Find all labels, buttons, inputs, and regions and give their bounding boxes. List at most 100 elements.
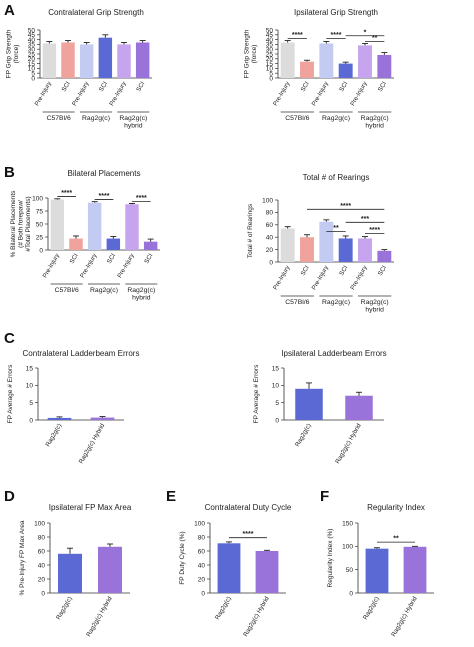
chart-a1: Contralateral Grip Strength 0510152025303…	[6, 8, 152, 130]
y-tick-label: 50	[36, 221, 44, 228]
x-tick-label: SCI	[106, 252, 117, 265]
y-tick-label: 20	[266, 56, 274, 63]
y-tick-label: 0	[275, 417, 279, 424]
x-tick-label: Rag2g(c)	[55, 596, 74, 622]
bar	[377, 250, 392, 262]
bar	[280, 228, 295, 262]
x-tick-label: SCI	[300, 264, 311, 277]
y-tick-label: 5	[29, 400, 33, 407]
y-tick-label: 60	[198, 548, 206, 555]
y-tick-label: 15	[28, 61, 36, 68]
bar	[61, 42, 75, 78]
y-tick-label: 10	[28, 66, 36, 73]
x-tick-label: Pre-Injury	[349, 264, 369, 292]
y-tick-label: 40	[266, 235, 274, 242]
y-tick-label: 25	[266, 51, 274, 58]
x-tick-label: Rag2g(c)	[294, 423, 313, 449]
x-tick-label: Rag2g(c)	[362, 596, 381, 622]
chart-title: Contralateral Ladderbeam Errors	[23, 349, 140, 358]
y-tick-label: 15	[266, 61, 274, 68]
x-tick-label: Pre-Injury	[311, 80, 331, 108]
panel-letter-a: A	[4, 2, 15, 19]
chart-c1: Contralateral Ladderbeam Errors 0 5 10 15 FP …	[7, 349, 139, 465]
bar	[300, 61, 314, 78]
y-tick-label: 50	[266, 27, 274, 34]
y-tick-label: 150	[342, 520, 353, 527]
bar	[98, 546, 122, 593]
chart-title: Ipsilateral FP Max Area	[49, 503, 132, 512]
y-tick-label: 0	[39, 247, 43, 254]
x-tick-label: Pre-Injury	[108, 80, 128, 108]
y-tick-label: 25	[28, 51, 36, 58]
y-tick-label: 40	[198, 562, 206, 569]
bar	[255, 551, 279, 593]
y-tick-label: 50	[346, 567, 354, 574]
bar	[377, 54, 392, 78]
significance-label: ****	[331, 32, 342, 39]
chart-b2: Total # of Rearings 0 20 40 60 80 100 Total # o…	[247, 173, 394, 314]
y-axis-label: % Pre-Injury FP Max Area	[19, 520, 26, 595]
bar	[295, 388, 323, 420]
x-tick-label: Rag2g(c) Hybrid	[334, 422, 363, 465]
y-tick-label: 15	[272, 365, 280, 372]
x-tick-label: Pre-Injury	[349, 80, 369, 108]
x-tick-label: Pre-Injury	[42, 252, 62, 280]
y-axis-label-line: FP Grip Strength	[244, 29, 251, 78]
significance-label: **	[393, 536, 399, 543]
x-tick-label: Pre-Injury	[272, 80, 292, 108]
panel-letter-b: B	[4, 164, 15, 181]
bar	[50, 199, 65, 250]
bar	[338, 238, 353, 262]
y-tick-label: 0	[31, 75, 35, 82]
y-tick-label: 100	[262, 197, 273, 204]
y-tick-label: 15	[26, 365, 34, 372]
y-tick-label: 0	[41, 590, 45, 597]
y-tick-label: 80	[38, 534, 46, 541]
bar	[338, 63, 353, 78]
bar	[58, 553, 82, 593]
bar	[79, 44, 94, 78]
y-axis-label-line: % Pre-Injury FP Max Area	[19, 520, 26, 595]
y-tick-label: 80	[198, 534, 206, 541]
y-tick-label: 80	[266, 210, 274, 217]
significance-label: ****	[136, 195, 147, 202]
y-tick-label: 50	[28, 27, 36, 34]
y-tick-label: 5	[275, 400, 279, 407]
y-tick-label: 60	[38, 548, 46, 555]
group-label: hybrid	[365, 123, 384, 130]
bar	[90, 417, 115, 420]
y-axis-label-line: #Total Placements)	[25, 196, 32, 251]
x-tick-label: Rag2g(c) Hybrid	[390, 595, 419, 638]
y-axis-label: Regularity Index (%)	[327, 529, 334, 588]
chart-title: Contralateral Grip Strength	[48, 8, 144, 17]
y-axis-label: FP Grip Strength(force)	[244, 29, 259, 78]
significance-label: **	[333, 225, 339, 232]
panel-letter-d: D	[4, 488, 15, 505]
bar	[319, 43, 334, 78]
y-tick-label: 30	[266, 47, 274, 54]
significance-label: **	[372, 35, 378, 42]
y-tick-label: 20	[198, 576, 206, 583]
bar	[42, 43, 57, 78]
group-label: Rag2g(c)	[119, 115, 147, 122]
y-tick-label: 35	[28, 42, 36, 49]
y-axis-label-line: FP Average # Errors	[253, 364, 260, 423]
bar	[143, 241, 158, 250]
x-tick-label: SCI	[338, 80, 349, 93]
chart-c2: Ipsilateral Ladderbeam Errors 0 5 10 15 FP Av…	[253, 349, 387, 465]
bar	[106, 238, 121, 250]
y-tick-label: 40	[28, 37, 36, 44]
group-label: Rag2g(c)	[82, 115, 110, 122]
x-tick-label: SCI	[300, 80, 311, 93]
group-label: hybrid	[365, 307, 384, 314]
x-tick-label: Pre-Injury	[71, 80, 91, 108]
group-label: Rag2g(c)	[322, 115, 350, 122]
y-tick-label: 100	[342, 544, 353, 551]
x-tick-label: SCI	[61, 80, 72, 93]
y-axis-label-line: Total # of Rearings	[247, 203, 254, 258]
y-tick-label: 60	[266, 222, 274, 229]
y-tick-label: 100	[32, 195, 43, 202]
chart-title: Contralateral Duty Cycle	[205, 503, 292, 512]
y-tick-label: 0	[29, 417, 33, 424]
